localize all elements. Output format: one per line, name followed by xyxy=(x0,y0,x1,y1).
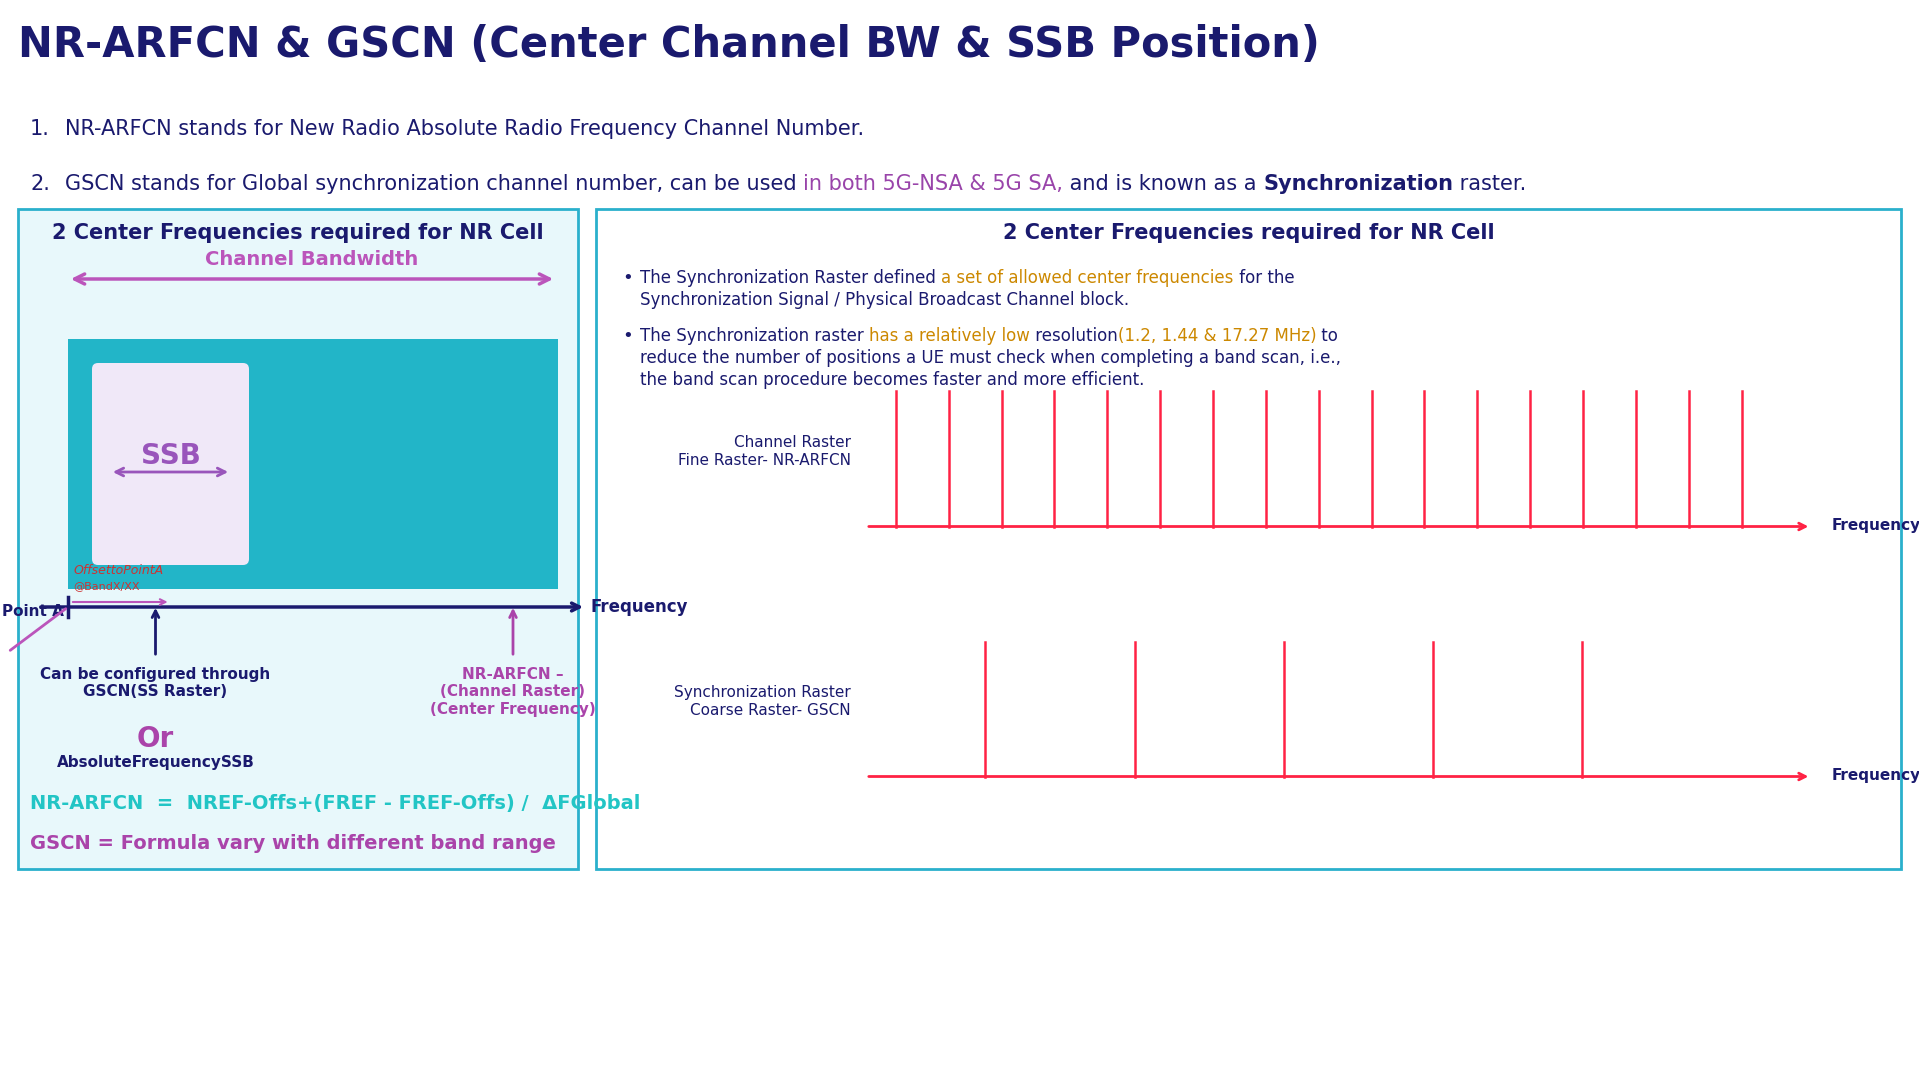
Text: Synchronization Signal / Physical Broadcast Channel block.: Synchronization Signal / Physical Broadc… xyxy=(641,291,1128,309)
Text: The Synchronization raster: The Synchronization raster xyxy=(641,327,869,345)
Text: the band scan procedure becomes faster and more efficient.: the band scan procedure becomes faster a… xyxy=(641,371,1144,390)
Text: Frequency: Frequency xyxy=(591,598,689,616)
Text: Channel Bandwidth: Channel Bandwidth xyxy=(205,250,418,269)
Text: resolution: resolution xyxy=(1031,327,1117,345)
Text: @BandX/XX: @BandX/XX xyxy=(73,581,140,591)
Text: 1.: 1. xyxy=(31,119,50,139)
Text: Synchronization: Synchronization xyxy=(1263,174,1453,194)
Text: Channel Raster
Fine Raster- NR-ARFCN: Channel Raster Fine Raster- NR-ARFCN xyxy=(677,435,850,467)
Text: to: to xyxy=(1316,327,1338,345)
FancyBboxPatch shape xyxy=(17,209,578,869)
Text: AbsoluteFrequencySSB: AbsoluteFrequencySSB xyxy=(56,755,255,770)
Text: GSCN = Formula vary with different band range: GSCN = Formula vary with different band … xyxy=(31,834,557,853)
Text: GSCN stands for Global synchronization channel number, can be used: GSCN stands for Global synchronization c… xyxy=(65,174,804,194)
Text: •: • xyxy=(622,327,633,345)
Text: The Synchronization Raster defined: The Synchronization Raster defined xyxy=(641,269,940,287)
Text: Can be configured through
GSCN(SS Raster): Can be configured through GSCN(SS Raster… xyxy=(40,667,271,699)
Text: has a relatively low: has a relatively low xyxy=(869,327,1031,345)
Text: in both 5G-NSA & 5G SA,: in both 5G-NSA & 5G SA, xyxy=(804,174,1063,194)
Text: OffsettoPointA: OffsettoPointA xyxy=(73,564,163,577)
FancyBboxPatch shape xyxy=(92,363,249,565)
Text: and is known as a: and is known as a xyxy=(1063,174,1263,194)
Text: 2 Center Frequencies required for NR Cell: 2 Center Frequencies required for NR Cel… xyxy=(52,223,543,243)
Text: Frequency: Frequency xyxy=(1831,768,1919,783)
Text: Or: Or xyxy=(136,725,175,753)
Text: Point A: Point A xyxy=(2,604,63,619)
Text: NR-ARFCN stands for New Radio Absolute Radio Frequency Channel Number.: NR-ARFCN stands for New Radio Absolute R… xyxy=(65,119,864,139)
Text: reduce the number of positions a UE must check when completing a band scan, i.e.: reduce the number of positions a UE must… xyxy=(641,349,1341,367)
Text: NR-ARFCN  =  NREF-Offs+(FREF - FREF-Offs) /  ΔFGlobal: NR-ARFCN = NREF-Offs+(FREF - FREF-Offs) … xyxy=(31,794,641,812)
Text: Synchronization Raster
Coarse Raster- GSCN: Synchronization Raster Coarse Raster- GS… xyxy=(674,685,850,718)
Text: raster.: raster. xyxy=(1453,174,1526,194)
Text: for the: for the xyxy=(1234,269,1293,287)
Text: •: • xyxy=(622,269,633,287)
Bar xyxy=(67,339,558,589)
Text: (1.2, 1.44 & 17.27 MHz): (1.2, 1.44 & 17.27 MHz) xyxy=(1117,327,1316,345)
Text: Frequency: Frequency xyxy=(1831,518,1919,533)
Text: NR-ARFCN –
(Channel Raster)
(Center Frequency): NR-ARFCN – (Channel Raster) (Center Freq… xyxy=(430,667,597,716)
Text: NR-ARFCN & GSCN (Center Channel BW & SSB Position): NR-ARFCN & GSCN (Center Channel BW & SSB… xyxy=(17,24,1320,66)
Text: 2 Center Frequencies required for NR Cell: 2 Center Frequencies required for NR Cel… xyxy=(1004,223,1495,243)
Text: SSB: SSB xyxy=(140,442,200,470)
FancyBboxPatch shape xyxy=(597,209,1902,869)
Text: 2.: 2. xyxy=(31,174,50,194)
Text: a set of allowed center frequencies: a set of allowed center frequencies xyxy=(940,269,1234,287)
